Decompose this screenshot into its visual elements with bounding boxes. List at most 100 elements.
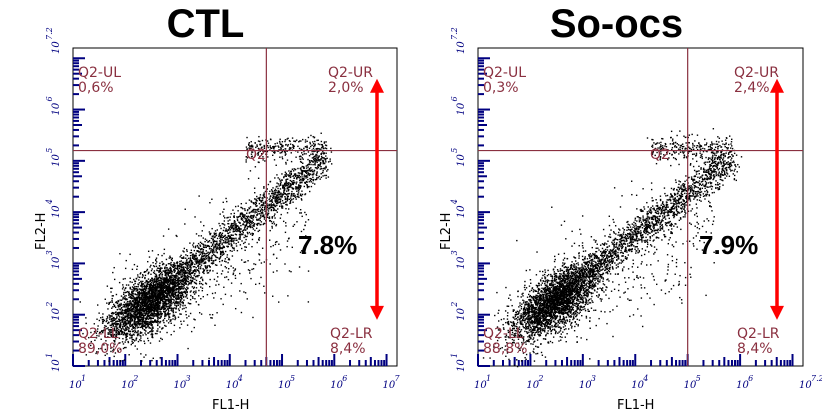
scatter-point: [187, 278, 189, 280]
scatter-point: [229, 235, 231, 238]
scatter-point: [120, 330, 123, 332]
scatter-point: [164, 284, 166, 286]
scatter-point: [238, 221, 240, 223]
scatter-point: [235, 224, 237, 227]
scatter-point: [226, 241, 229, 244]
scatter-point: [186, 259, 188, 261]
scatter-point: [322, 167, 324, 170]
scatter-point: [156, 286, 158, 288]
scatter-point: [261, 215, 264, 218]
scatter-point: [160, 291, 163, 294]
scatter-point: [163, 298, 166, 300]
scatter-point: [223, 235, 225, 238]
scatter-point: [187, 275, 189, 277]
scatter-point: [204, 262, 206, 264]
y-tick-label: 10: [51, 41, 62, 54]
scatter-point: [291, 186, 293, 189]
scatter-point: [136, 320, 139, 323]
scatter-point: [111, 330, 114, 332]
scatter-point: [197, 275, 199, 277]
scatter-point: [277, 202, 279, 205]
scatter-point: [173, 293, 175, 295]
scatter-point: [153, 321, 155, 323]
scatter-point: [137, 276, 139, 278]
scatter-point: [240, 217, 243, 220]
scatter-point: [226, 230, 228, 232]
scatter-point: [167, 322, 170, 324]
scatter-point: [168, 290, 170, 293]
scatter-point: [119, 333, 121, 336]
scatter-point: [282, 184, 284, 187]
scatter-point: [168, 257, 170, 259]
scatter-point: [230, 243, 232, 245]
scatter-point: [231, 244, 233, 246]
scatter-point: [147, 272, 149, 275]
scatter-point: [240, 282, 242, 285]
scatter-point: [152, 306, 154, 309]
scatter-point: [122, 328, 125, 330]
scatter-point: [168, 293, 170, 295]
scatter-point: [121, 309, 124, 311]
scatter-point: [158, 308, 160, 311]
scatter-point: [223, 217, 226, 219]
scatter-point: [326, 157, 328, 160]
scatter-point: [237, 210, 239, 212]
scatter-point: [133, 278, 135, 281]
scatter-point: [196, 257, 199, 259]
scatter-point: [116, 329, 118, 332]
scatter-point: [149, 320, 152, 322]
scatter-point: [284, 196, 286, 198]
scatter-point: [190, 281, 193, 284]
scatter-point: [255, 227, 258, 230]
scatter-point: [109, 301, 112, 303]
scatter-point: [185, 272, 188, 274]
scatter-point: [181, 278, 184, 281]
scatter-point: [197, 251, 200, 253]
scatter-point: [269, 181, 271, 183]
scatter-point: [129, 316, 131, 319]
scatter-point: [133, 304, 135, 307]
scatter-point: [204, 265, 206, 267]
scatter-point: [167, 273, 169, 275]
scatter-point: [123, 322, 125, 324]
scatter-point: [165, 264, 168, 266]
scatter-point: [157, 300, 159, 303]
scatter-point: [211, 250, 214, 252]
scatter-point: [106, 302, 108, 304]
scatter-point: [260, 208, 263, 210]
scatter-point: [133, 313, 135, 315]
scatter-point: [111, 315, 113, 317]
scatter-point: [276, 197, 279, 200]
scatter-point: [301, 190, 303, 192]
scatter-point: [198, 272, 201, 274]
scatter-point: [134, 299, 136, 301]
scatter-point: [290, 184, 292, 186]
scatter-point: [296, 186, 298, 188]
scatter-point: [146, 314, 149, 317]
scatter-point: [244, 224, 246, 227]
scatter-point: [140, 289, 142, 292]
scatter-point: [323, 157, 325, 159]
scatter-point: [316, 156, 318, 158]
scatter-point: [124, 320, 127, 323]
scatter-point: [188, 302, 191, 305]
scatter-point: [301, 170, 303, 172]
scatter-point: [129, 321, 132, 323]
scatter-point: [108, 331, 111, 333]
scatter-point: [235, 242, 237, 245]
scatter-point: [161, 312, 163, 315]
scatter-point: [145, 318, 147, 320]
scatter-point: [173, 269, 175, 271]
scatter-point: [164, 282, 166, 284]
scatter-point: [191, 271, 193, 274]
scatter-point: [222, 250, 224, 252]
scatter-point: [150, 279, 152, 281]
scatter-point: [169, 288, 171, 290]
scatter-point: [252, 209, 255, 211]
scatter-point: [250, 210, 253, 213]
scatter-point: [175, 300, 177, 303]
scatter-point: [157, 254, 159, 256]
scatter-point: [286, 188, 288, 190]
scatter-point: [131, 336, 133, 338]
scatter-point: [167, 296, 169, 299]
